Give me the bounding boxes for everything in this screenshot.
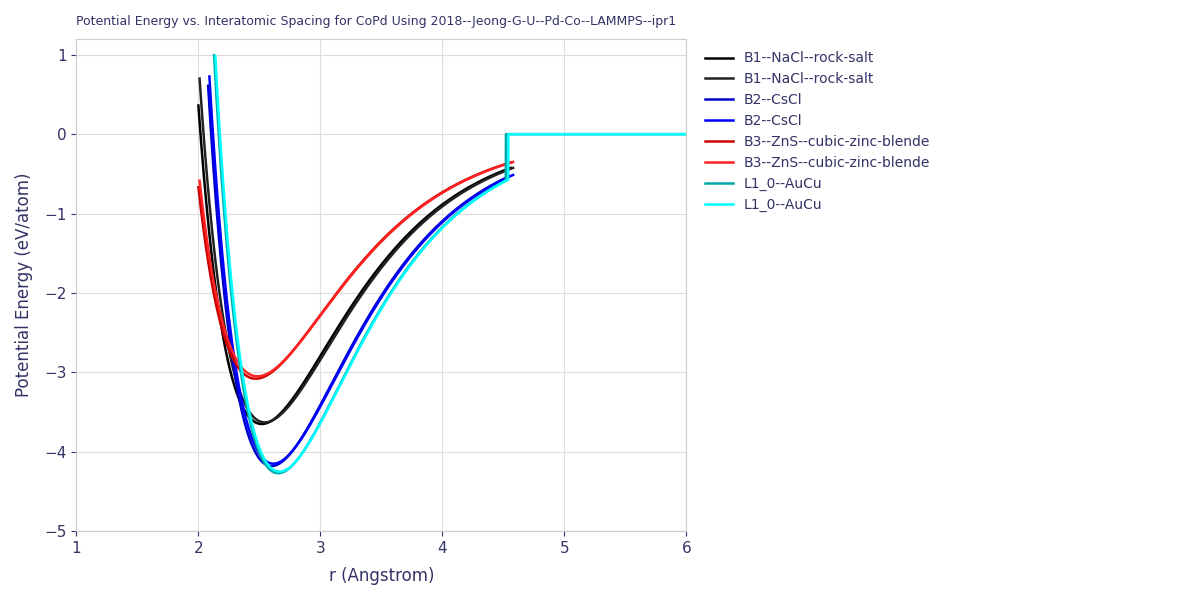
B1--NaCl--rock-salt (466, 181, 480, 188)
L1_0--AuCu (740, 131, 755, 138)
Line: B1--NaCl--rock-salt: B1--NaCl--rock-salt (198, 106, 511, 424)
L1_0--AuCu (312, 422, 326, 429)
B2--CsCl (312, 403, 326, 410)
B3--ZnS--cubic-zinc-blende (312, 313, 326, 320)
L1_0--AuCu (466, 197, 480, 205)
B2--CsCl (496, 176, 510, 183)
Y-axis label: Potential Energy (eV/atom): Potential Energy (eV/atom) (14, 173, 34, 397)
Line: B2--CsCl: B2--CsCl (209, 76, 514, 464)
B2--CsCl (496, 176, 510, 184)
L1_0--AuCu (566, 131, 581, 138)
Text: Potential Energy vs. Interatomic Spacing for CoPd Using 2018--Jeong-G-U--Pd-Co--: Potential Energy vs. Interatomic Spacing… (77, 15, 677, 28)
B1--NaCl--rock-salt (496, 169, 510, 176)
L1_0--AuCu (602, 131, 617, 138)
Legend: B1--NaCl--rock-salt, B1--NaCl--rock-salt, B2--CsCl, B2--CsCl, B3--ZnS--cubic-zin: B1--NaCl--rock-salt, B1--NaCl--rock-salt… (700, 46, 936, 218)
X-axis label: r (Angstrom): r (Angstrom) (329, 567, 434, 585)
L1_0--AuCu (602, 131, 617, 138)
Line: L1_0--AuCu: L1_0--AuCu (215, 56, 748, 472)
L1_0--AuCu (312, 421, 326, 428)
B3--ZnS--cubic-zinc-blende (496, 161, 510, 169)
B1--NaCl--rock-salt (312, 354, 326, 361)
L1_0--AuCu (740, 131, 755, 138)
B1--NaCl--rock-salt (312, 358, 326, 365)
L1_0--AuCu (466, 197, 480, 204)
Line: B1--NaCl--rock-salt: B1--NaCl--rock-salt (199, 79, 514, 422)
L1_0--AuCu (496, 179, 510, 186)
Line: B3--ZnS--cubic-zinc-blende: B3--ZnS--cubic-zinc-blende (199, 162, 514, 376)
B2--CsCl (312, 405, 326, 412)
L1_0--AuCu (496, 179, 510, 186)
B2--CsCl (466, 194, 480, 201)
Line: B2--CsCl: B2--CsCl (208, 86, 509, 466)
B1--NaCl--rock-salt (496, 167, 510, 175)
B3--ZnS--cubic-zinc-blende (312, 313, 326, 320)
B3--ZnS--cubic-zinc-blende (466, 173, 480, 180)
L1_0--AuCu (566, 131, 581, 138)
B2--CsCl (466, 193, 480, 200)
Line: B3--ZnS--cubic-zinc-blende: B3--ZnS--cubic-zinc-blende (198, 163, 511, 379)
Line: L1_0--AuCu: L1_0--AuCu (214, 55, 748, 473)
B1--NaCl--rock-salt (466, 182, 480, 190)
B3--ZnS--cubic-zinc-blende (496, 161, 510, 169)
B3--ZnS--cubic-zinc-blende (466, 173, 480, 180)
